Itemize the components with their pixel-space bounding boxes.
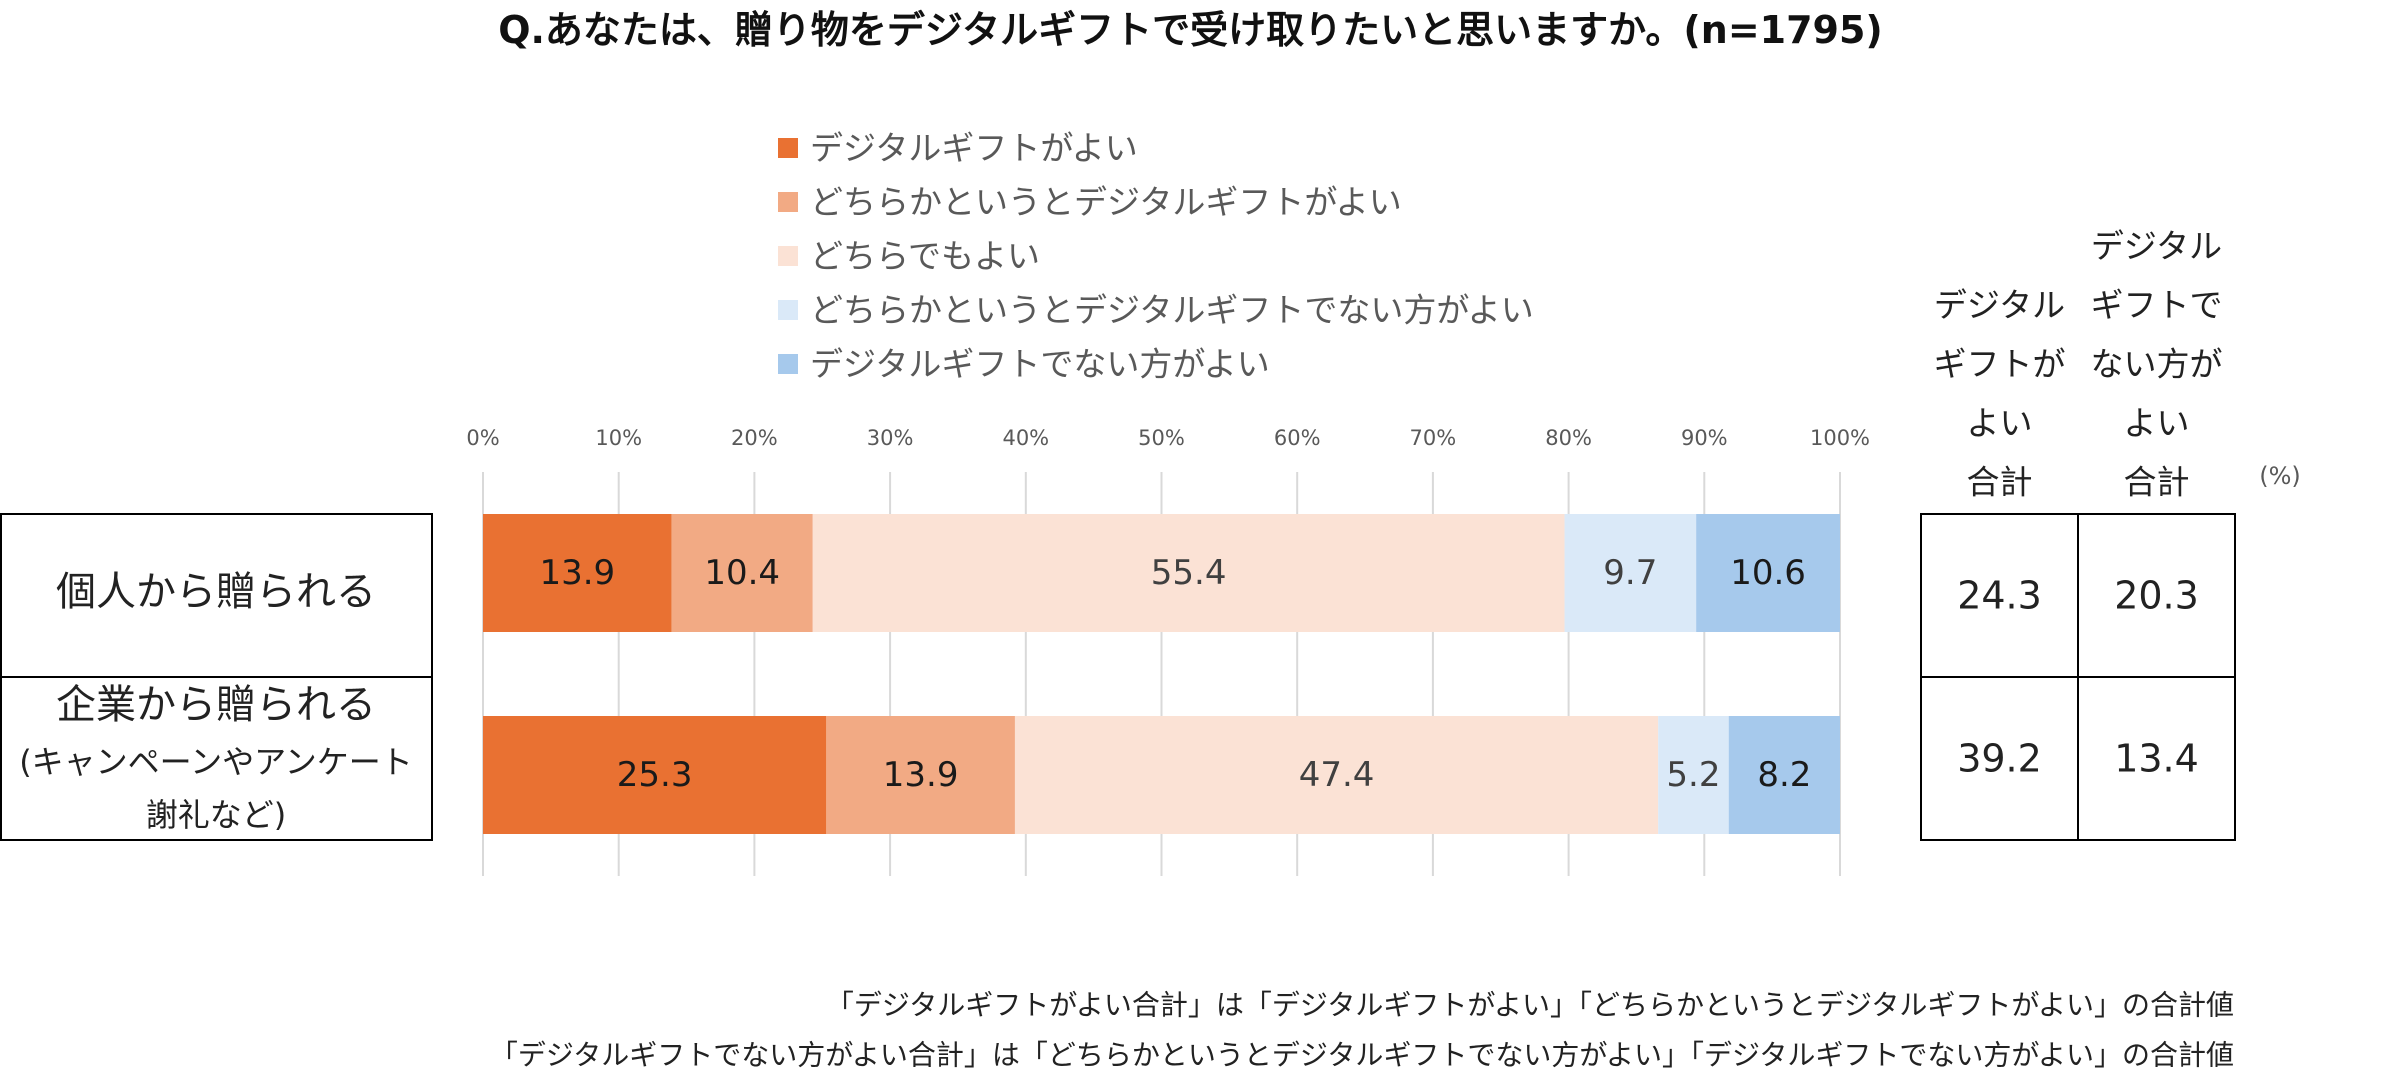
- bar-segment: [1014, 716, 1659, 834]
- totals-value: 20.3: [2114, 574, 2199, 618]
- footnote: 「デジタルギフトでない方がよい合計」は「どちらかというとデジタルギフトでない方が…: [490, 1039, 2234, 1072]
- totals-header: ギフトが: [1934, 345, 2066, 384]
- x-tick-label: 20%: [731, 426, 778, 450]
- totals-value: 39.2: [1957, 737, 2042, 781]
- bar-segment: [1658, 716, 1729, 834]
- bar-segment: [483, 514, 672, 632]
- x-tick-label: 70%: [1410, 426, 1457, 450]
- category-label: 謝礼など): [146, 796, 287, 834]
- legend-swatch: [778, 354, 798, 374]
- totals-header: よい: [2124, 404, 2190, 443]
- bar-segment: [1728, 716, 1840, 834]
- x-tick-label: 60%: [1274, 426, 1321, 450]
- bar-segment: [483, 716, 827, 834]
- category-label: (キャンペーンやアンケート: [19, 743, 413, 781]
- x-tick-label: 80%: [1545, 426, 1592, 450]
- totals-value: 24.3: [1957, 574, 2042, 618]
- footnote: 「デジタルギフトがよい合計」は「デジタルギフトがよい」「どちらかというとデジタル…: [826, 989, 2234, 1022]
- legend-swatch: [778, 138, 798, 158]
- bar-value-label: 47.4: [1299, 755, 1375, 795]
- bar-value-label: 9.7: [1603, 553, 1657, 593]
- totals-header: ない方が: [2091, 345, 2223, 384]
- bar-segment: [826, 716, 1015, 834]
- legend-label: どちらかというとデジタルギフトがよい: [810, 183, 1402, 222]
- legend-label: どちらかというとデジタルギフトでない方がよい: [810, 291, 1534, 330]
- legend-swatch: [778, 192, 798, 212]
- bar-value-label: 8.2: [1757, 755, 1811, 795]
- legend-label: デジタルギフトがよい: [810, 129, 1138, 168]
- bar-segment: [812, 514, 1565, 632]
- bar-value-label: 10.6: [1730, 553, 1806, 593]
- x-tick-label: 100%: [1810, 426, 1870, 450]
- chart-title: Q.あなたは、贈り物をデジタルギフトで受け取りたいと思いますか。(n=1795): [498, 8, 1883, 52]
- x-tick-label: 40%: [1002, 426, 1049, 450]
- totals-header: ギフトで: [2091, 286, 2223, 325]
- totals-header: デジタル: [2091, 227, 2222, 266]
- bar-value-label: 25.3: [617, 755, 693, 795]
- legend-swatch: [778, 300, 798, 320]
- category-label: 企業から贈られる: [56, 682, 376, 728]
- legend-swatch: [778, 246, 798, 266]
- legend-label: デジタルギフトでない方がよい: [810, 345, 1270, 384]
- totals-unit: (%): [2259, 462, 2301, 490]
- totals-value: 13.4: [2114, 737, 2199, 781]
- bar-segment: [1696, 514, 1840, 632]
- totals-header: デジタル: [1934, 286, 2065, 325]
- category-label: 個人から贈られる: [56, 569, 376, 615]
- x-tick-label: 0%: [466, 426, 499, 450]
- bar-value-label: 13.9: [539, 553, 615, 593]
- x-tick-label: 10%: [595, 426, 642, 450]
- bar-value-label: 5.2: [1666, 755, 1720, 795]
- bar-value-label: 10.4: [704, 553, 780, 593]
- x-tick-label: 90%: [1681, 426, 1728, 450]
- bar-segment: [1564, 514, 1697, 632]
- x-tick-label: 50%: [1138, 426, 1185, 450]
- x-tick-label: 30%: [867, 426, 914, 450]
- totals-header: 合計: [1967, 463, 2033, 502]
- bar-value-label: 55.4: [1151, 553, 1227, 593]
- bar-value-label: 13.9: [883, 755, 959, 795]
- totals-header: よい: [1967, 404, 2033, 443]
- legend-label: どちらでもよい: [810, 237, 1040, 276]
- totals-header: 合計: [2124, 463, 2190, 502]
- bar-segment: [671, 514, 813, 632]
